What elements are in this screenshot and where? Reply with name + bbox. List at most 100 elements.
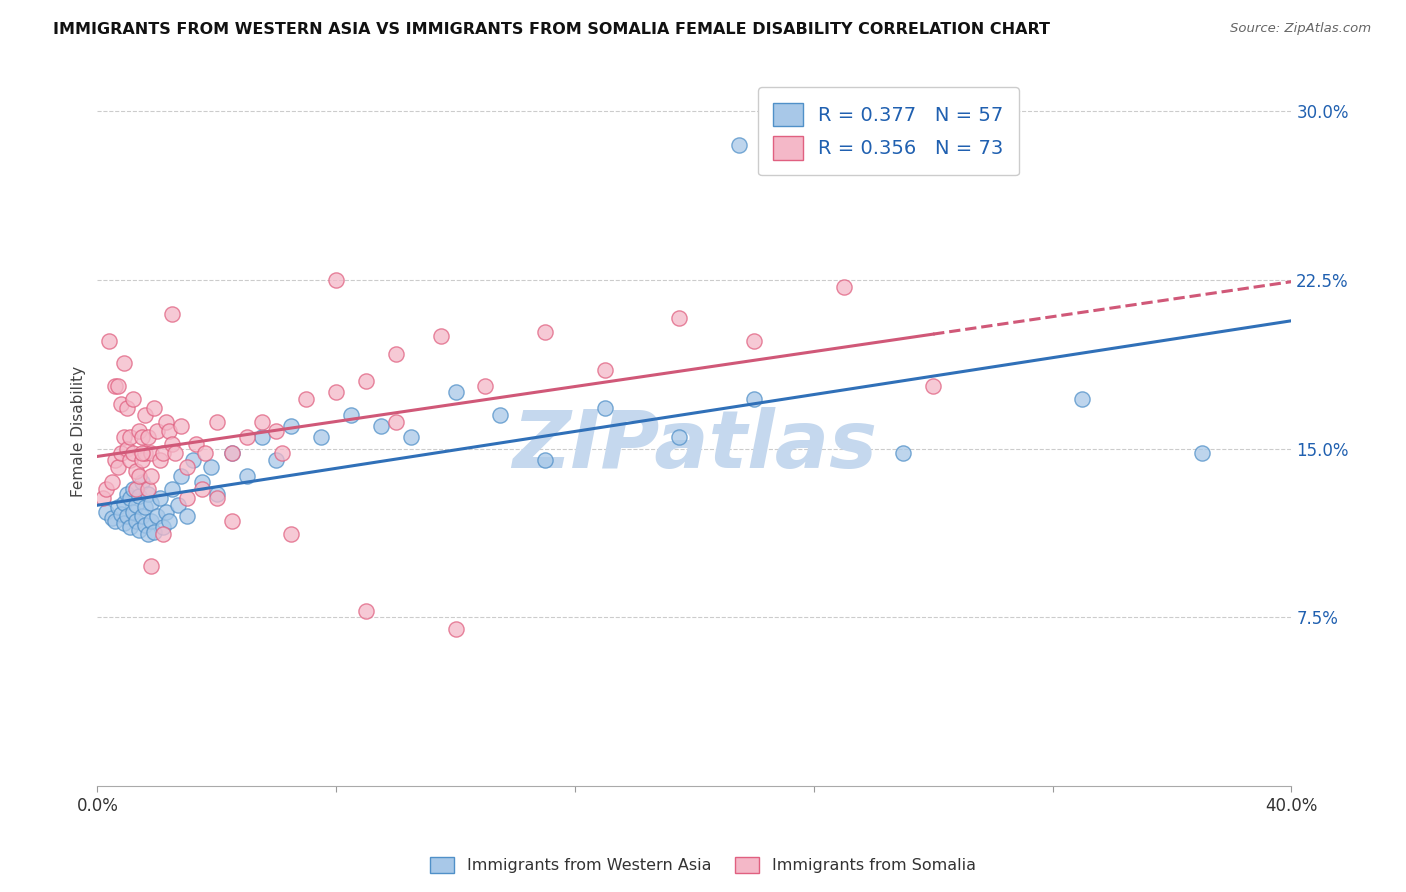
- Y-axis label: Female Disability: Female Disability: [72, 367, 86, 498]
- Point: [742, 334, 765, 348]
- Point: [891, 446, 914, 460]
- Point: [429, 329, 451, 343]
- Point: [205, 415, 228, 429]
- Point: [668, 311, 690, 326]
- Point: [128, 523, 150, 537]
- Point: [160, 437, 183, 451]
- Point: [136, 486, 159, 500]
- Point: [139, 446, 162, 460]
- Point: [131, 509, 153, 524]
- Point: [250, 415, 273, 429]
- Point: [155, 505, 177, 519]
- Point: [120, 491, 142, 505]
- Point: [170, 468, 193, 483]
- Point: [221, 446, 243, 460]
- Point: [160, 307, 183, 321]
- Point: [149, 491, 172, 505]
- Point: [266, 453, 288, 467]
- Point: [128, 468, 150, 483]
- Point: [385, 415, 408, 429]
- Point: [444, 622, 467, 636]
- Point: [110, 397, 132, 411]
- Point: [1191, 446, 1213, 460]
- Point: [191, 482, 214, 496]
- Point: [122, 482, 145, 496]
- Point: [444, 385, 467, 400]
- Point: [110, 507, 132, 521]
- Point: [593, 401, 616, 416]
- Point: [194, 446, 217, 460]
- Point: [134, 500, 156, 515]
- Point: [370, 419, 392, 434]
- Point: [139, 496, 162, 510]
- Point: [112, 356, 135, 370]
- Point: [157, 424, 180, 438]
- Point: [128, 489, 150, 503]
- Point: [167, 498, 190, 512]
- Point: [122, 446, 145, 460]
- Point: [131, 453, 153, 467]
- Point: [131, 446, 153, 460]
- Point: [96, 482, 118, 496]
- Point: [221, 446, 243, 460]
- Point: [120, 430, 142, 444]
- Point: [489, 408, 512, 422]
- Point: [325, 273, 347, 287]
- Point: [139, 558, 162, 573]
- Point: [91, 491, 114, 505]
- Point: [115, 486, 138, 500]
- Point: [340, 408, 363, 422]
- Point: [250, 430, 273, 444]
- Point: [385, 347, 408, 361]
- Point: [181, 453, 204, 467]
- Point: [115, 509, 138, 524]
- Point: [136, 430, 159, 444]
- Point: [112, 430, 135, 444]
- Point: [107, 378, 129, 392]
- Point: [832, 279, 855, 293]
- Point: [176, 491, 198, 505]
- Point: [200, 459, 222, 474]
- Point: [107, 500, 129, 515]
- Point: [96, 505, 118, 519]
- Point: [125, 498, 148, 512]
- Point: [235, 468, 257, 483]
- Point: [742, 392, 765, 406]
- Point: [120, 453, 142, 467]
- Point: [122, 505, 145, 519]
- Text: Source: ZipAtlas.com: Source: ZipAtlas.com: [1230, 22, 1371, 36]
- Point: [295, 392, 318, 406]
- Point: [134, 518, 156, 533]
- Point: [155, 415, 177, 429]
- Point: [235, 430, 257, 444]
- Point: [399, 430, 422, 444]
- Point: [152, 446, 174, 460]
- Point: [107, 459, 129, 474]
- Point: [122, 392, 145, 406]
- Point: [143, 524, 166, 539]
- Point: [354, 604, 377, 618]
- Point: [115, 442, 138, 456]
- Point: [143, 401, 166, 416]
- Point: [534, 325, 557, 339]
- Point: [134, 408, 156, 422]
- Point: [176, 509, 198, 524]
- Point: [110, 446, 132, 460]
- Legend: R = 0.377   N = 57, R = 0.356   N = 73: R = 0.377 N = 57, R = 0.356 N = 73: [758, 87, 1019, 176]
- Point: [205, 491, 228, 505]
- Point: [280, 419, 302, 434]
- Point: [152, 520, 174, 534]
- Point: [125, 482, 148, 496]
- Point: [184, 437, 207, 451]
- Point: [104, 514, 127, 528]
- Point: [176, 459, 198, 474]
- Point: [205, 486, 228, 500]
- Point: [112, 516, 135, 530]
- Point: [131, 475, 153, 490]
- Point: [146, 509, 169, 524]
- Legend: Immigrants from Western Asia, Immigrants from Somalia: Immigrants from Western Asia, Immigrants…: [423, 850, 983, 880]
- Point: [474, 378, 496, 392]
- Point: [136, 527, 159, 541]
- Point: [668, 430, 690, 444]
- Point: [152, 527, 174, 541]
